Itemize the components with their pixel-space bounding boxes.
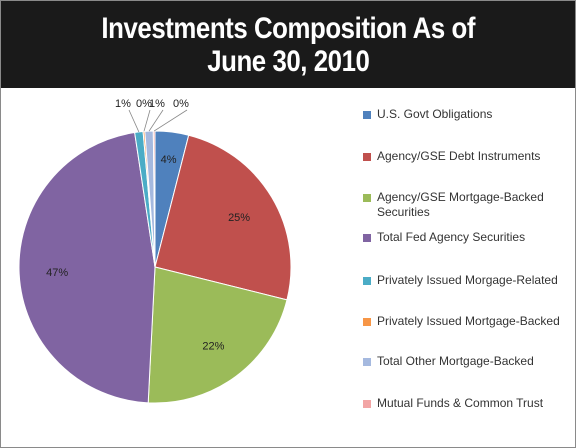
legend-item-agency-mbs: Agency/GSE Mortgage-Backed Securities (363, 190, 573, 220)
title-banner: Investments Composition As of June 30, 2… (1, 1, 575, 88)
data-label-total-other-mortgage-backed: 1% (149, 98, 165, 110)
legend-swatch (363, 318, 371, 326)
chart-title-line-1: Investments Composition As of (101, 11, 475, 45)
data-label-agency-gse-mortgage-backed-securities: 22% (202, 341, 224, 353)
pie-slice-agency-gse-mortgage-backed-securities (147, 266, 288, 404)
legend-label: Total Fed Agency Securities (377, 230, 526, 244)
legend: U.S. Govt Obligations Agency/GSE Debt In… (363, 88, 573, 446)
legend-item-us-govt-obligations: U.S. Govt Obligations (363, 107, 573, 122)
legend-swatch (363, 277, 371, 285)
legend-swatch (363, 400, 371, 408)
data-label-total-fed-agency-securities: 47% (46, 267, 68, 279)
chart-area: 4% 25% 22% 47% 1% 0% 1% 0% U.S. Govt Obligation… (1, 88, 575, 446)
pie-chart: 4%25%22%47%1% 0%1% 0% (18, 98, 292, 404)
chart-title-line-2: June 30, 2010 (206, 44, 370, 78)
legend-item-total-other-mbs: Total Other Mortgage-Backed (363, 354, 573, 369)
pie-slice-total-fed-agency-securities (18, 131, 156, 404)
legend-label: Privately Issued Mortgage-Backed (377, 314, 560, 328)
data-label-u-s-govt-obligations: 4% (161, 154, 177, 166)
legend-item-agency-debt: Agency/GSE Debt Instruments (363, 149, 573, 164)
leader-line-privately-issued-mortgage-backed (143, 109, 151, 132)
legend-item-private-morgage-related: Privately Issued Morgage-Related (363, 273, 573, 288)
pie-slice-agency-gse-debt-instruments (154, 134, 292, 301)
data-label-privately-issued-morgage-related: 1% (115, 98, 131, 110)
legend-swatch (363, 194, 371, 202)
legend-label: Agency/GSE Debt Instruments (377, 149, 541, 163)
legend-item-private-mortgage-backed: Privately Issued Mortgage-Backed (363, 314, 573, 329)
data-label-privately-issued-mortgage-backed: 0% (136, 98, 152, 110)
legend-label: Privately Issued Morgage-Related (377, 273, 558, 287)
leader-line-mutual-funds-common-trust (153, 109, 188, 132)
leader-line-privately-issued-morgage-related (128, 109, 140, 133)
legend-swatch (363, 153, 371, 161)
legend-label: Mutual Funds & Common Trust (377, 396, 544, 410)
data-label-agency-gse-debt-instruments: 25% (228, 212, 250, 224)
legend-label: U.S. Govt Obligations (377, 107, 493, 121)
legend-item-mutual-funds: Mutual Funds & Common Trust (363, 396, 573, 411)
legend-label: Agency/GSE Mortgage-Backed Securities (377, 190, 544, 219)
pie-slice-mutual-funds-common-trust (152, 130, 156, 268)
legend-item-total-fed-agency: Total Fed Agency Securities (363, 230, 573, 245)
legend-swatch (363, 234, 371, 242)
data-label-mutual-funds-common-trust: 0% (173, 98, 189, 110)
legend-swatch (363, 358, 371, 366)
legend-label: Total Other Mortgage-Backed (377, 354, 534, 368)
legend-swatch (363, 111, 371, 119)
leader-line-total-other-mortgage-backed (148, 109, 164, 132)
